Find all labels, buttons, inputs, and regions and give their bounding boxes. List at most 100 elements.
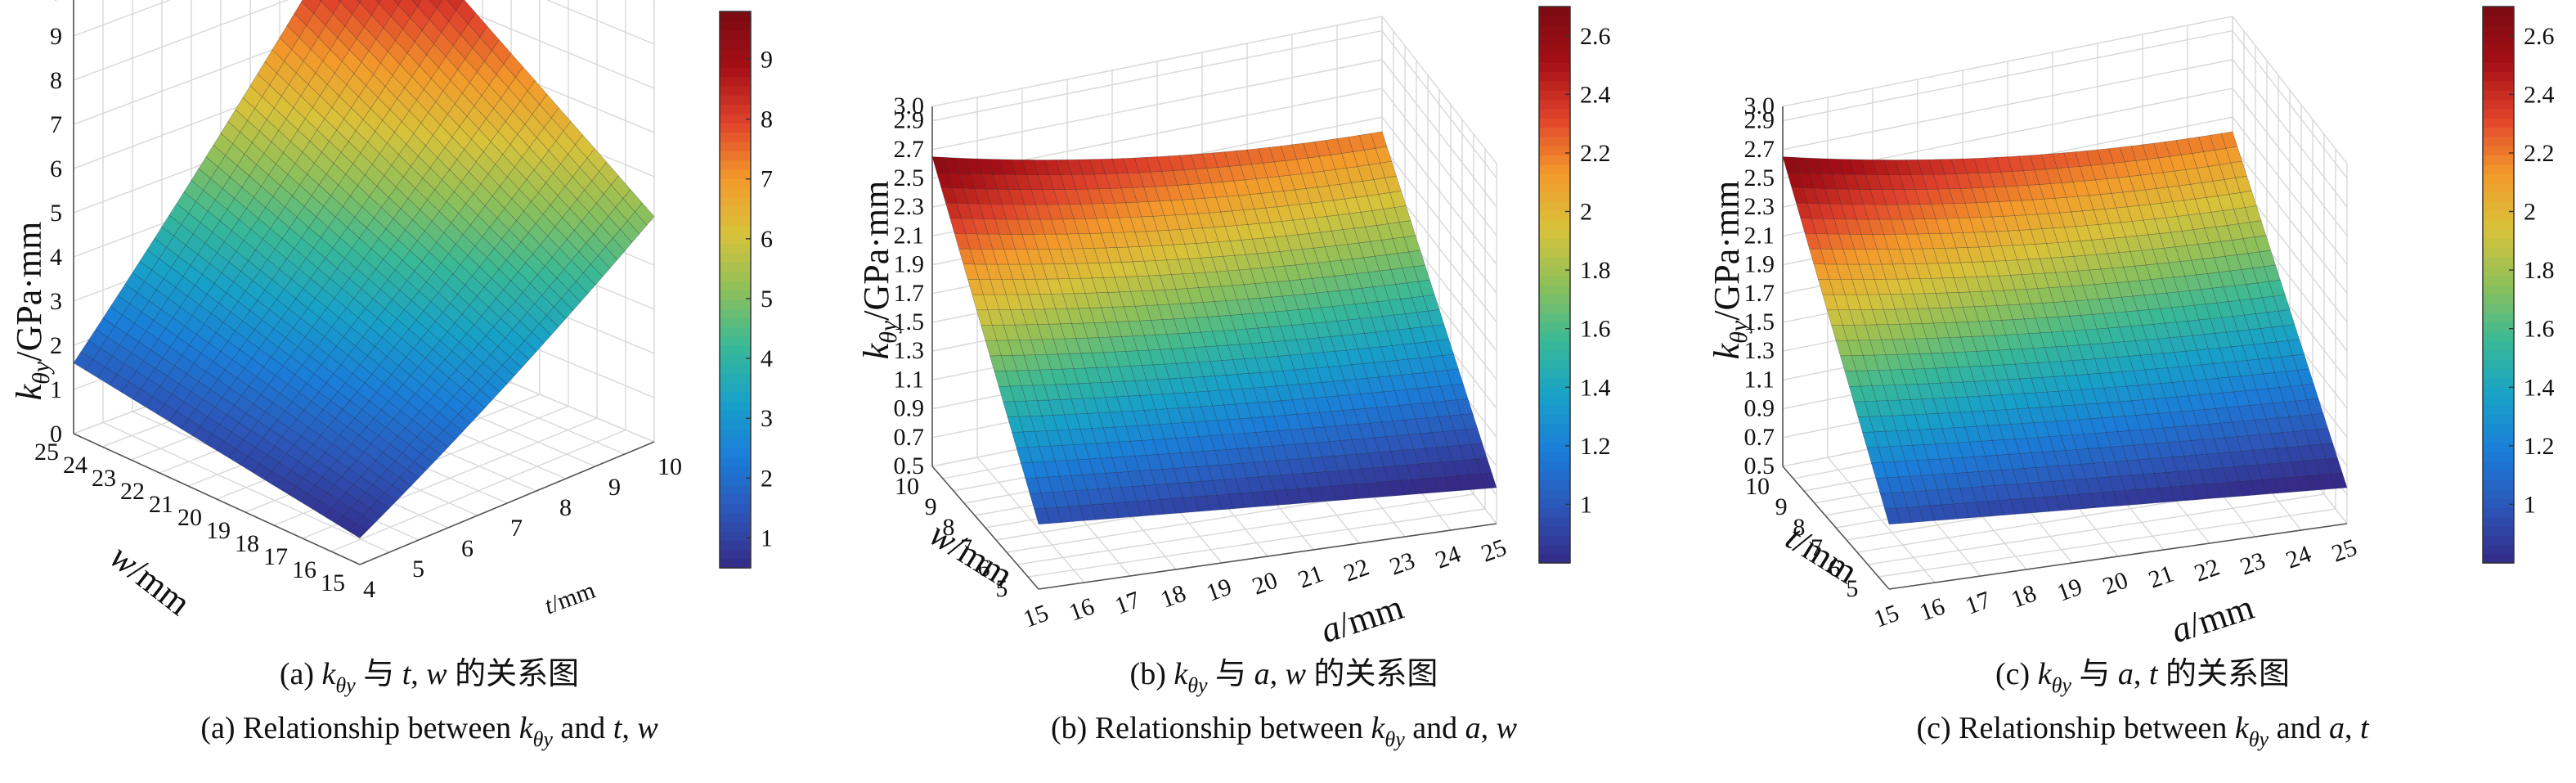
plot-a-colorbar-segment [720, 373, 751, 384]
plot-c-x-axis-label: a/mm [2166, 587, 2259, 650]
plot-c-colorbar-segment [2483, 358, 2514, 369]
plot-b-x-tick-label: 20 [1249, 566, 1281, 600]
plot-b-wall-grid [931, 16, 1497, 164]
plot-a-colorbar-segment [720, 57, 751, 68]
plot-b-colorbar-tick-label: 2.4 [1580, 81, 1611, 108]
plot-a-colorbar-segment [720, 113, 751, 124]
plot-b-colorbar-segment [1539, 497, 1570, 508]
plot-b-colorbar-segment [1539, 25, 1570, 35]
plot-a-surface-cell [357, 0, 362, 3]
panel-b: 0.5 0.7 0.9 1.1 1.3 1.5 1.7 1.9 2.1 2.3 2.5 2.7 2.9 3… [856, 0, 1709, 783]
plot-a-x-tick-label: 4 [363, 576, 375, 603]
plot-b-z-tick-label: 1.5 [894, 308, 925, 335]
plot-b-colorbar-segment [1539, 424, 1570, 434]
plot-b-colorbar-segment [1539, 331, 1570, 341]
plot-b-colorbar-tick-label: 1 [1580, 491, 1592, 518]
plot-b-colorbar-segment [1539, 405, 1570, 416]
plot-c-x-tick-label: 17 [1962, 586, 1994, 619]
plot-a-y-tick-label: 15 [321, 569, 345, 596]
plot-c-colorbar-segment [2483, 80, 2514, 91]
plot-c-colorbar-segment [2483, 247, 2514, 258]
plot-b-colorbar-segment [1539, 452, 1570, 462]
plot-a-colorbar-tick-label: 5 [761, 286, 773, 313]
plot-c-colorbar-segment [2483, 90, 2514, 101]
plot-a-y-tick-label: 23 [92, 465, 116, 492]
caption-b-en: (b) Relationship between kθy and a, w [1051, 711, 1517, 751]
plot-c-colorbar-tick-label: 1.8 [2524, 257, 2555, 284]
plot-a-colorbar-segment [720, 67, 751, 78]
plot-b-colorbar-segment [1539, 544, 1570, 555]
plot-a-colorbar-segment [720, 558, 751, 569]
plot-a-colorbar-segment [720, 493, 751, 504]
plot-c-colorbar-segment [2483, 182, 2514, 193]
plot-a-colorbar-segment [720, 224, 751, 235]
plot-c-x-tick-label: 21 [2145, 560, 2177, 593]
plot-c-colorbar-segment [2483, 488, 2514, 499]
plot-a-colorbar-segment [720, 457, 751, 467]
plot-b-colorbar-segment [1539, 303, 1570, 313]
plot-a-colorbar-tick-label: 3 [761, 405, 773, 432]
plot-a-z-tick-label: 1 [50, 376, 62, 403]
plot-a-colorbar-segment [720, 521, 751, 532]
plot-a-colorbar-segment [720, 280, 751, 290]
plot-c-colorbar-segment [2483, 497, 2514, 508]
plot-a-colorbar-segment [720, 206, 751, 217]
plot-c-colorbar-segment [2483, 414, 2514, 425]
plot-a-wall-grid [73, 0, 655, 89]
plot-c-colorbar-segment [2483, 525, 2514, 536]
plot-b-colorbar-segment [1539, 313, 1570, 323]
plot-a-colorbar-segment [720, 29, 751, 40]
plot-b-colorbar-segment [1539, 136, 1570, 146]
plot-c-colorbar-tick-label: 1.4 [2524, 374, 2555, 401]
plot-a-colorbar-segment [720, 391, 751, 402]
caption-c-cn: (c) kθy 与 a, t 的关系图 [1995, 657, 2290, 697]
plot-c-colorbar-segment [2483, 25, 2514, 35]
plot-b-z-tick-label: 2.1 [894, 222, 925, 249]
plot-b-colorbar-tick-label: 1.6 [1580, 316, 1611, 343]
plot-b-colorbar-tick-label: 1.8 [1580, 257, 1611, 284]
plot-a-surface-cell [321, 0, 341, 15]
plot-c-colorbar-segment [2483, 349, 2514, 360]
plot-a-surface-cell [447, 0, 464, 11]
plot-b-colorbar-tick-label: 1.4 [1580, 374, 1611, 401]
plot-a-x-axis [359, 441, 655, 565]
plot-c-z-tick-label: 1.9 [1744, 251, 1775, 278]
plot-c-colorbar-segment [2483, 340, 2514, 351]
plot-c-wall-grid [1782, 16, 2348, 164]
plot-c-colorbar-segment [2483, 62, 2514, 73]
plot-b-colorbar-segment [1539, 525, 1570, 536]
plot-b-colorbar-segment [1539, 479, 1570, 490]
plot-a-x-tick-label: 5 [412, 556, 424, 583]
plot-c-x-tick-label: 22 [2191, 553, 2223, 587]
plot-a-colorbar-segment [720, 382, 751, 393]
plot-a-colorbar-segment [720, 123, 751, 133]
plot-c-colorbar-segment [2483, 442, 2514, 452]
plot-a-colorbar-segment [720, 290, 751, 300]
plot-c-colorbar-segment [2483, 396, 2514, 407]
panel-c: 0.5 0.7 0.9 1.1 1.3 1.5 1.7 1.9 2.1 2.3 2.5 2.7 2.9 3… [1707, 0, 2576, 783]
plot-c-colorbar-segment [2483, 52, 2514, 63]
plot-c-colorbar-segment [2483, 136, 2514, 146]
plot-b-y-axis [931, 466, 1039, 590]
plot-b-colorbar-segment [1539, 247, 1570, 258]
plot-b-colorbar-segment [1539, 507, 1570, 518]
plot-a-colorbar-segment [720, 549, 751, 560]
plot-c-colorbar-segment [2483, 16, 2514, 26]
plot-b-y-tick-label: 8 [942, 514, 954, 541]
plot-a-z-tick-label: 0 [50, 421, 62, 448]
plot-c-z-tick-label: 1.1 [1744, 366, 1775, 393]
plot-b-colorbar-segment [1539, 146, 1570, 156]
plot-a-colorbar-tick-label: 6 [761, 226, 773, 253]
plot-b-colorbar-segment [1539, 71, 1570, 82]
plot-c-colorbar-segment [2483, 470, 2514, 480]
plot-c-colorbar-segment [2483, 507, 2514, 518]
plot-c-colorbar-segment [2483, 553, 2514, 564]
plot-c-colorbar-segment [2483, 201, 2514, 212]
plot-c-colorbar-tick-label: 2.2 [2524, 140, 2555, 167]
plot-a-colorbar-segment [720, 308, 751, 318]
plot-a-colorbar-segment [720, 196, 751, 207]
plot-c-colorbar-segment [2483, 313, 2514, 323]
plot-b-y-tick-label: 10 [895, 473, 919, 500]
plot-a-colorbar-segment [720, 39, 751, 50]
plot-c-colorbar-tick-label: 2 [2524, 199, 2536, 226]
